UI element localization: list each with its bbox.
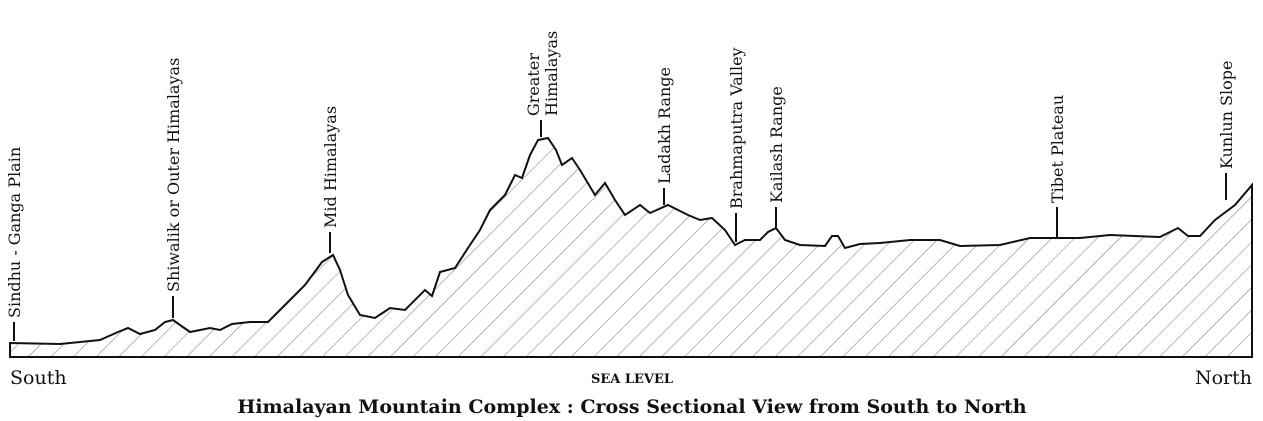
region-label: Mid Himalayas [321, 106, 340, 228]
region-label: Kunlun Slope [1217, 61, 1236, 169]
sea-level-label: SEA LEVEL [591, 372, 673, 387]
axis-right-label: North [1195, 367, 1252, 389]
cross-section-diagram: Sindhu - Ganga Plain Shiwalik or Outer H… [0, 0, 1263, 421]
region-label: Ladakh Range [655, 67, 674, 184]
region-label: Sindhu - Ganga Plain [5, 147, 24, 318]
region-label: Tibet Plateau [1048, 95, 1067, 203]
region-label: Himalayas [542, 31, 561, 116]
region-label: Brahmaputra Valley [727, 47, 746, 209]
page: Sindhu - Ganga Plain Shiwalik or Outer H… [0, 0, 1263, 421]
region-label: Kailash Range [767, 86, 786, 203]
region-label: Shiwalik or Outer Himalayas [164, 58, 183, 292]
region-label: Greater [524, 53, 543, 116]
axis-left-label: South [10, 367, 67, 389]
diagram-title: Himalayan Mountain Complex : Cross Secti… [237, 396, 1026, 418]
